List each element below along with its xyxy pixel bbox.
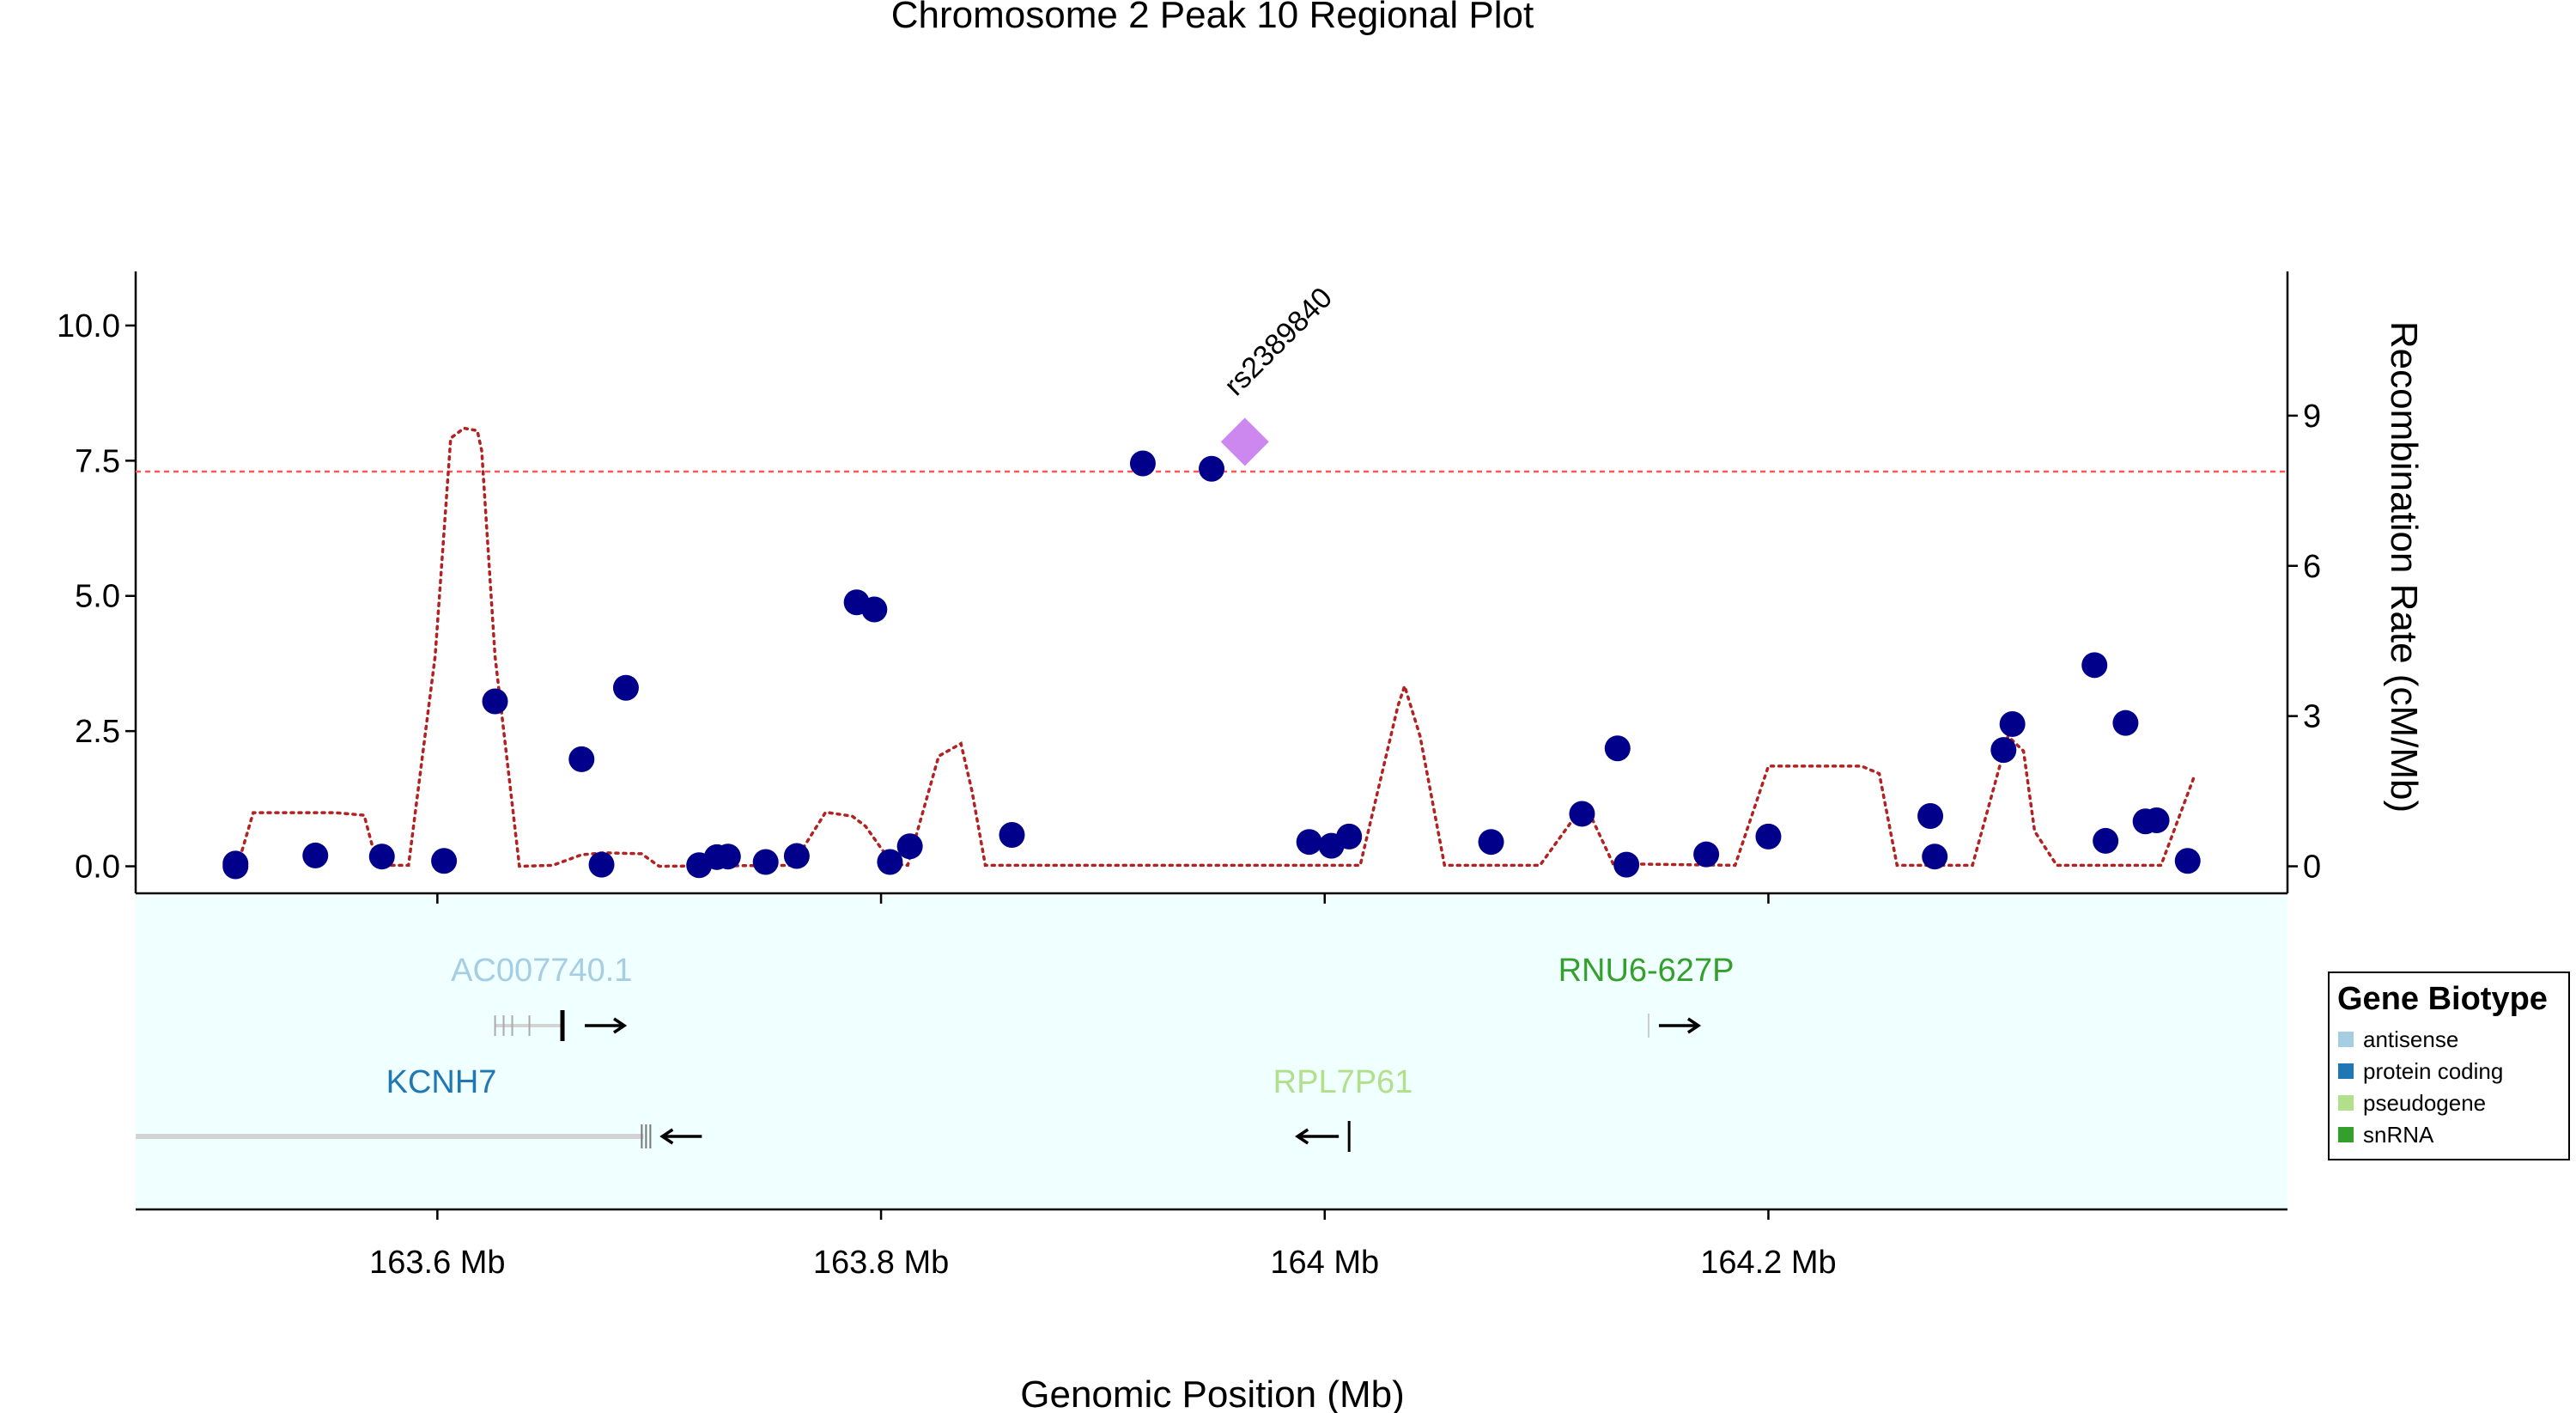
x-tick-label: 163.6 Mb — [369, 1245, 505, 1281]
y2-tick-label: 3 — [2303, 699, 2321, 735]
legend-label: antisense — [2363, 1026, 2458, 1052]
association-points — [222, 450, 2201, 880]
snp-point — [368, 844, 395, 870]
strand-arrow-rpl7p61-head — [1295, 1128, 1309, 1145]
strand-arrow-ac007740-head — [613, 1017, 628, 1034]
y2-tick-label: 6 — [2303, 549, 2321, 585]
x-axis: 163.6 Mb 163.8 Mb 164 Mb 164.2 Mb — [369, 893, 1837, 1281]
y-tick-label: 0.0 — [75, 850, 120, 886]
snp-point — [714, 844, 741, 870]
snp-point — [1199, 455, 1224, 482]
snp-point — [1336, 823, 1363, 850]
gene-label-rpl7p61: RPL7P61 — [1273, 1064, 1413, 1100]
legend-items: antisense protein coding pseudogene snRNA — [2338, 1026, 2503, 1148]
snp-point — [1990, 737, 2017, 764]
strand-arrow-kcnh7-head — [659, 1128, 674, 1145]
x-tick-label: 163.8 Mb — [813, 1245, 949, 1281]
snp-point — [2081, 652, 2108, 679]
snp-point — [612, 674, 639, 701]
snp-point — [1755, 823, 1782, 850]
strand-arrow-rnu6-head — [1686, 1017, 1702, 1034]
y-axis-right: 0 3 6 9 — [2287, 399, 2321, 886]
snp-point — [1129, 450, 1156, 477]
lead-snp-diamond — [1220, 417, 1269, 466]
snp-point — [896, 833, 923, 860]
snp-point — [482, 688, 508, 715]
snp-point — [1296, 829, 1322, 856]
snp-point — [431, 848, 458, 874]
y2-tick-label: 9 — [2303, 399, 2321, 435]
snp-point — [588, 851, 615, 878]
gene-label-kcnh7: KCNH7 — [386, 1064, 497, 1100]
x-tick-label: 164.2 Mb — [1700, 1245, 1836, 1281]
snp-point — [1613, 851, 1640, 878]
x-axis-label: Genomic Position (Mb) — [1020, 1373, 1404, 1413]
y-tick-label: 2.5 — [75, 714, 120, 750]
legend-swatch — [2338, 1095, 2354, 1111]
snp-point — [2112, 710, 2139, 736]
snp-point — [752, 849, 779, 875]
snp-point — [2093, 827, 2119, 854]
snp-point — [302, 842, 329, 868]
legend-swatch — [2338, 1032, 2354, 1047]
x-tick-label: 164 Mb — [1270, 1245, 1379, 1281]
snp-point — [783, 843, 810, 869]
legend-label: protein coding — [2363, 1058, 2503, 1084]
gene-label-rnu6: RNU6-627P — [1558, 953, 1735, 989]
snp-point — [861, 596, 888, 623]
snp-point — [1569, 801, 1595, 827]
snp-point — [1999, 710, 2026, 737]
snp-point — [877, 849, 903, 875]
legend-label: pseudogene — [2363, 1090, 2486, 1116]
snp-point — [999, 822, 1025, 849]
snp-point — [1922, 844, 1948, 870]
snp-point — [568, 746, 595, 772]
y2-axis-label: Recombination Rate (cM/Mb) — [2383, 321, 2425, 813]
snp-point — [1917, 802, 1944, 829]
legend: Gene Biotype antisense protein coding pseu… — [2328, 971, 2570, 1160]
gene-label-ac007740: AC007740.1 — [451, 953, 632, 989]
y-tick-label: 7.5 — [75, 443, 120, 479]
legend-swatch — [2338, 1063, 2354, 1079]
y-axis-left: 0.0 2.5 5.0 7.5 10.0 — [57, 308, 136, 886]
y-tick-label: 5.0 — [75, 579, 120, 615]
y2-tick-label: 0 — [2303, 850, 2321, 886]
upper-panel-frame — [134, 271, 2289, 895]
legend-swatch — [2338, 1127, 2354, 1142]
gene-panel-background — [136, 896, 2287, 1209]
snp-point — [2174, 848, 2201, 874]
legend-box — [2328, 971, 2570, 1160]
y-tick-label: 10.0 — [57, 308, 120, 344]
snp-point — [222, 853, 249, 880]
legend-label: snRNA — [2363, 1122, 2434, 1148]
legend-title: Gene Biotype — [2337, 981, 2548, 1017]
snp-point — [1693, 841, 1720, 868]
gene-tracks: AC007740.1 KCNH7 RNU6-627P RPL7P61 — [136, 953, 1734, 1152]
snp-point — [2143, 807, 2170, 834]
recombination-rate-line — [236, 426, 2196, 868]
snp-point — [1604, 735, 1631, 762]
chart-title: Chromosome 2 Peak 10 Regional Plot — [891, 0, 1534, 36]
snp-point — [1478, 829, 1504, 856]
